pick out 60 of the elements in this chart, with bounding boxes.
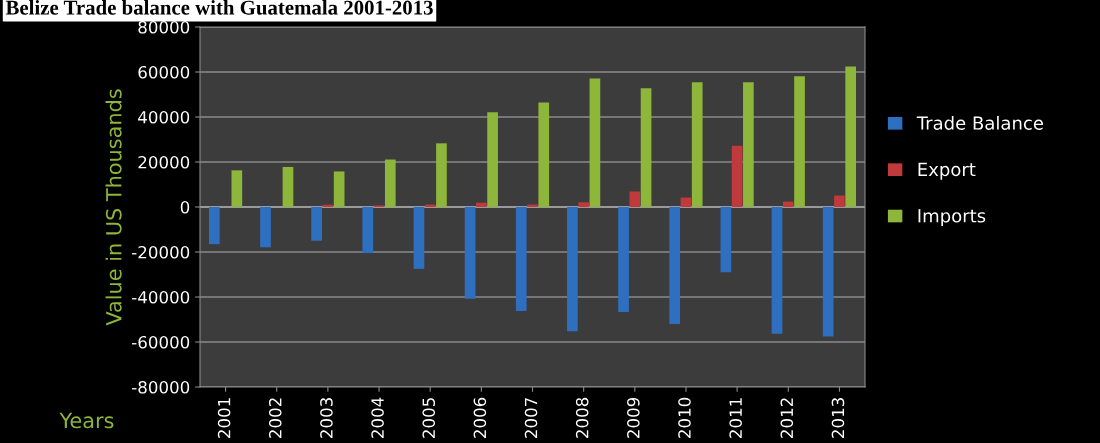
x-tick-label: 2012	[780, 398, 794, 438]
x-tick-label: 2002	[268, 398, 282, 438]
bar	[260, 207, 271, 248]
bar	[618, 207, 629, 313]
x-tick-label: 2007	[524, 398, 538, 438]
x-tick-label: 2006	[473, 397, 487, 438]
bar	[208, 207, 220, 245]
y-tick-label: 80000	[138, 20, 190, 34]
y-axis-title: Value in US Thousands	[105, 89, 122, 326]
bar	[629, 191, 641, 207]
x-tick-label: 2004	[371, 397, 384, 438]
bar	[567, 207, 578, 332]
bar	[720, 207, 732, 273]
bar	[691, 82, 703, 207]
bar	[362, 207, 374, 254]
bar	[231, 170, 243, 207]
bar	[669, 207, 681, 324]
bar	[794, 76, 805, 207]
bar	[731, 145, 743, 207]
bar	[845, 66, 857, 207]
x-tick-label: 2008	[575, 397, 589, 438]
y-tick-label: 40000	[138, 110, 190, 124]
bar	[834, 195, 845, 207]
y-tick-label: -20000	[132, 245, 190, 259]
bar	[538, 102, 550, 207]
bar	[464, 207, 476, 299]
bar	[436, 143, 447, 207]
x-tick-label: 2001	[217, 398, 231, 438]
bar	[578, 202, 589, 207]
bar	[413, 207, 425, 269]
y-tick-label: 20000	[138, 155, 190, 169]
y-tick-label: 60000	[138, 65, 190, 79]
bar	[640, 88, 652, 207]
bar	[515, 207, 527, 311]
x-tick-label: 2013	[831, 398, 845, 438]
bar	[487, 112, 498, 207]
bar	[333, 171, 345, 207]
y-tick-label: -80000	[132, 380, 190, 394]
x-tick-label: 2005	[422, 398, 436, 438]
bar	[311, 207, 322, 241]
x-axis-title: Years	[59, 412, 114, 429]
x-tick-label: 2011	[729, 398, 742, 438]
bar	[282, 166, 294, 207]
bar	[771, 207, 783, 334]
x-tick-label: 2003	[320, 398, 333, 438]
bar	[476, 202, 487, 207]
bar	[384, 159, 396, 207]
y-tick-label: 0	[180, 200, 190, 214]
y-tick-label: -60000	[132, 335, 190, 349]
chart-title: Belize Trade balance with Guatemala 2001-2013	[5, 0, 433, 15]
x-tick-label: 2009	[627, 397, 640, 438]
legend-label: Trade Balance	[916, 115, 1043, 130]
legend-label: Imports	[918, 209, 986, 227]
y-tick-label: -40000	[132, 290, 190, 304]
bar	[822, 207, 834, 337]
x-tick-label: 2010	[678, 397, 691, 438]
bar	[743, 82, 754, 207]
bar	[782, 201, 794, 207]
legend-label: Export	[918, 162, 976, 180]
bar	[589, 78, 601, 207]
